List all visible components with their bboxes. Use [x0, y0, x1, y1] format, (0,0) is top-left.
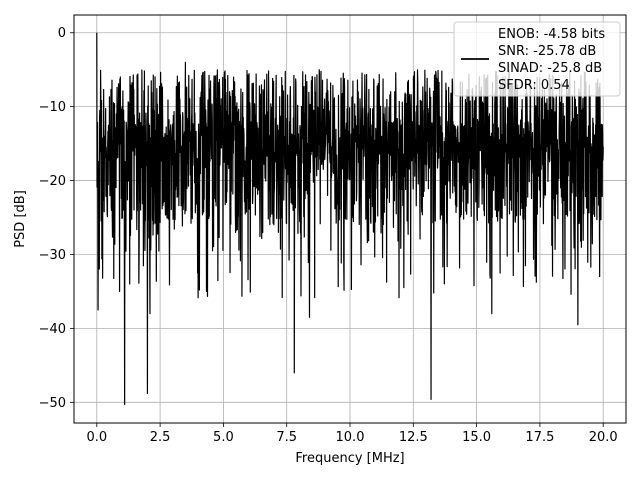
x-tick-label: 7.5 [276, 430, 297, 445]
x-tick-label: 15.0 [462, 430, 491, 445]
y-tick-label: −50 [39, 396, 66, 411]
y-axis-label: PSD [dB] [13, 190, 28, 248]
x-axis-ticks: 0.0 2.5 5.0 7.5 10.0 12.5 15.0 17.5 20.0 [86, 423, 618, 445]
legend-box [453, 21, 621, 97]
x-tick-label: 10.0 [336, 430, 365, 445]
y-tick-label: −10 [39, 100, 66, 115]
legend-sinad: SINAD: -25.8 dB [498, 61, 602, 76]
legend: ENOB: -4.58 bits SNR: -25.78 dB SINAD: -… [453, 21, 621, 97]
y-axis-ticks: 0 −10 −20 −30 −40 −50 [39, 26, 74, 411]
legend-enob: ENOB: -4.58 bits [498, 27, 605, 42]
y-tick-label: −40 [39, 322, 66, 337]
x-tick-label: 17.5 [525, 430, 554, 445]
x-tick-label: 5.0 [213, 430, 234, 445]
x-axis-label: Frequency [MHz] [295, 451, 404, 466]
y-tick-label: 0 [58, 26, 66, 41]
x-tick-label: 20.0 [589, 430, 618, 445]
y-tick-label: −30 [39, 248, 66, 263]
legend-sfdr: SFDR: 0.54 [498, 78, 570, 93]
psd-line [96, 32, 604, 406]
psd-series [96, 32, 604, 406]
legend-snr: SNR: -25.78 dB [498, 44, 596, 59]
x-tick-label: 2.5 [150, 430, 171, 445]
x-tick-label: 12.5 [399, 430, 428, 445]
y-tick-label: −20 [39, 174, 66, 189]
x-tick-label: 0.0 [86, 430, 107, 445]
